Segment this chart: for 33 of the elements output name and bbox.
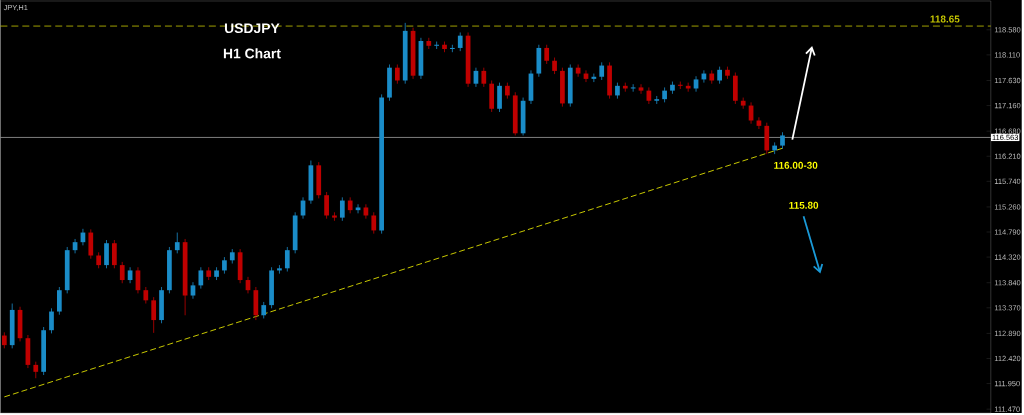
ref-line-label: 118.65	[930, 15, 960, 23]
candlestick	[88, 228, 94, 260]
candlestick	[638, 83, 644, 95]
text: H1 Chart	[223, 48, 281, 59]
candlestick	[198, 266, 204, 289]
candlestick	[630, 83, 636, 93]
candlestick	[151, 296, 157, 334]
candlestick	[284, 246, 290, 272]
candlestick	[481, 67, 487, 88]
candlestick	[654, 95, 660, 105]
candlestick	[450, 44, 455, 53]
candlestick	[544, 44, 550, 65]
text: USDJPY	[224, 23, 280, 34]
candlestick	[190, 281, 196, 300]
candlestick	[104, 239, 109, 269]
candlestick	[277, 264, 282, 274]
candlestick	[119, 261, 125, 284]
candlestick	[112, 239, 117, 269]
candlestick	[394, 64, 400, 85]
candlestick	[56, 286, 62, 316]
candlestick	[457, 32, 463, 52]
candlestick	[497, 82, 502, 113]
annotation: 115.80	[789, 201, 819, 209]
candlestick	[49, 307, 54, 334]
annotation: 116.00-30	[774, 161, 818, 169]
candlestick	[355, 203, 361, 214]
candlestick	[434, 41, 440, 50]
candlestick	[324, 191, 329, 220]
candlestick	[677, 81, 683, 90]
candlestick	[174, 232, 180, 254]
candlestick	[339, 196, 345, 222]
candlestick	[591, 73, 597, 83]
candlestick	[371, 211, 377, 234]
